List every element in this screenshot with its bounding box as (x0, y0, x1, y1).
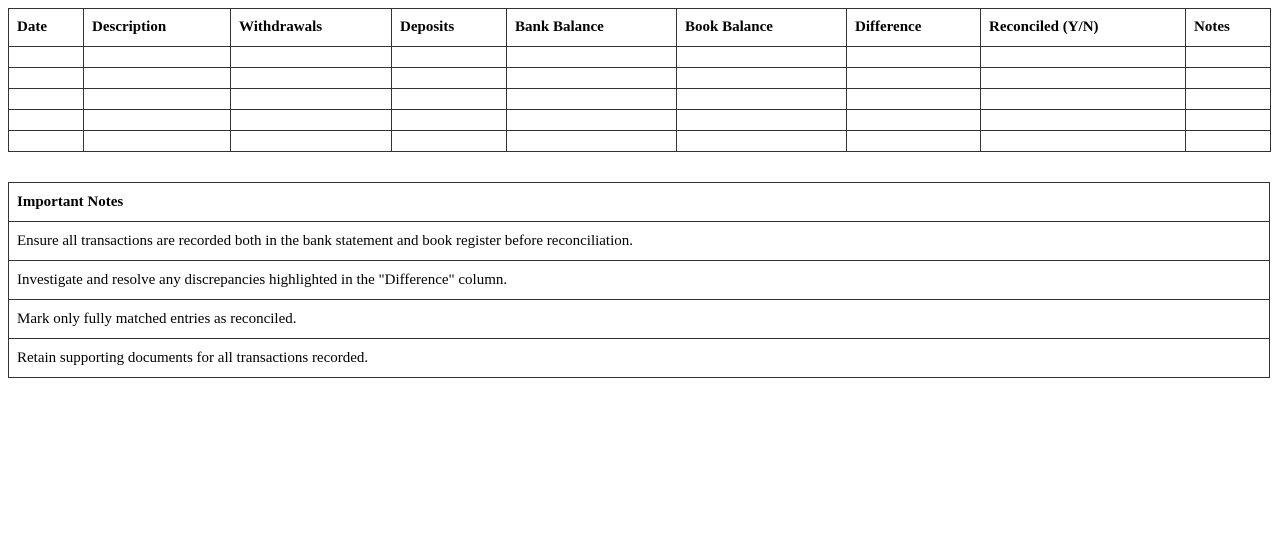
table-cell[interactable] (8, 130, 84, 152)
column-header: Description (83, 8, 231, 47)
column-header: Withdrawals (230, 8, 392, 47)
note-item: Ensure all transactions are recorded bot… (8, 221, 1270, 261)
table-cell[interactable] (676, 130, 847, 152)
column-header: Date (8, 8, 84, 47)
table-cell[interactable] (980, 130, 1186, 152)
table-cell[interactable] (1185, 130, 1271, 152)
note-row: Investigate and resolve any discrepancie… (8, 260, 1270, 300)
table-cell[interactable] (506, 67, 677, 89)
table-cell[interactable] (1185, 46, 1271, 68)
table-cell[interactable] (230, 46, 392, 68)
table-cell[interactable] (676, 88, 847, 110)
table-cell[interactable] (846, 88, 981, 110)
table-cell[interactable] (391, 109, 507, 131)
table-cell[interactable] (391, 67, 507, 89)
table-cell[interactable] (8, 88, 84, 110)
table-cell[interactable] (83, 46, 231, 68)
table-cell[interactable] (8, 67, 84, 89)
table-cell[interactable] (506, 88, 677, 110)
table-cell[interactable] (980, 109, 1186, 131)
table-cell[interactable] (83, 130, 231, 152)
column-header: Book Balance (676, 8, 847, 47)
table-cell[interactable] (506, 46, 677, 68)
table-cell[interactable] (391, 130, 507, 152)
note-item: Investigate and resolve any discrepancie… (8, 260, 1270, 300)
column-header: Difference (846, 8, 981, 47)
table-cell[interactable] (391, 88, 507, 110)
table-cell[interactable] (846, 130, 981, 152)
table-cell[interactable] (980, 88, 1186, 110)
table-cell[interactable] (230, 67, 392, 89)
table-cell[interactable] (83, 88, 231, 110)
table-cell[interactable] (676, 67, 847, 89)
table-cell[interactable] (676, 46, 847, 68)
table-cell[interactable] (846, 46, 981, 68)
table-cell[interactable] (83, 109, 231, 131)
table-cell[interactable] (506, 130, 677, 152)
note-row: Mark only fully matched entries as recon… (8, 299, 1270, 339)
important-notes-table: Important Notes Ensure all transactions … (8, 182, 1270, 378)
note-row: Ensure all transactions are recorded bot… (8, 221, 1270, 261)
table-cell[interactable] (980, 67, 1186, 89)
note-row: Retain supporting documents for all tran… (8, 338, 1270, 378)
header-row: Date Description Withdrawals Deposits Bank B… (8, 8, 1271, 47)
table-cell[interactable] (1185, 88, 1271, 110)
notes-heading: Important Notes (8, 182, 1270, 222)
note-item: Retain supporting documents for all tran… (8, 338, 1270, 378)
table-row (8, 88, 1271, 110)
table-row (8, 130, 1271, 152)
table-cell[interactable] (8, 109, 84, 131)
table-cell[interactable] (506, 109, 677, 131)
table-cell[interactable] (83, 67, 231, 89)
table-cell[interactable] (230, 130, 392, 152)
note-item: Mark only fully matched entries as recon… (8, 299, 1270, 339)
table-cell[interactable] (846, 67, 981, 89)
table-cell[interactable] (391, 46, 507, 68)
column-header: Notes (1185, 8, 1271, 47)
table-cell[interactable] (230, 88, 392, 110)
column-header: Deposits (391, 8, 507, 47)
table-cell[interactable] (846, 109, 981, 131)
table-cell[interactable] (676, 109, 847, 131)
column-header: Reconciled (Y/N) (980, 8, 1186, 47)
table-cell[interactable] (8, 46, 84, 68)
table-cell[interactable] (1185, 109, 1271, 131)
column-header: Bank Balance (506, 8, 677, 47)
table-row (8, 67, 1271, 89)
table-cell[interactable] (1185, 67, 1271, 89)
table-row (8, 46, 1271, 68)
table-cell[interactable] (230, 109, 392, 131)
reconciliation-table: Date Description Withdrawals Deposits Bank B… (8, 8, 1271, 152)
table-cell[interactable] (980, 46, 1186, 68)
table-row (8, 109, 1271, 131)
